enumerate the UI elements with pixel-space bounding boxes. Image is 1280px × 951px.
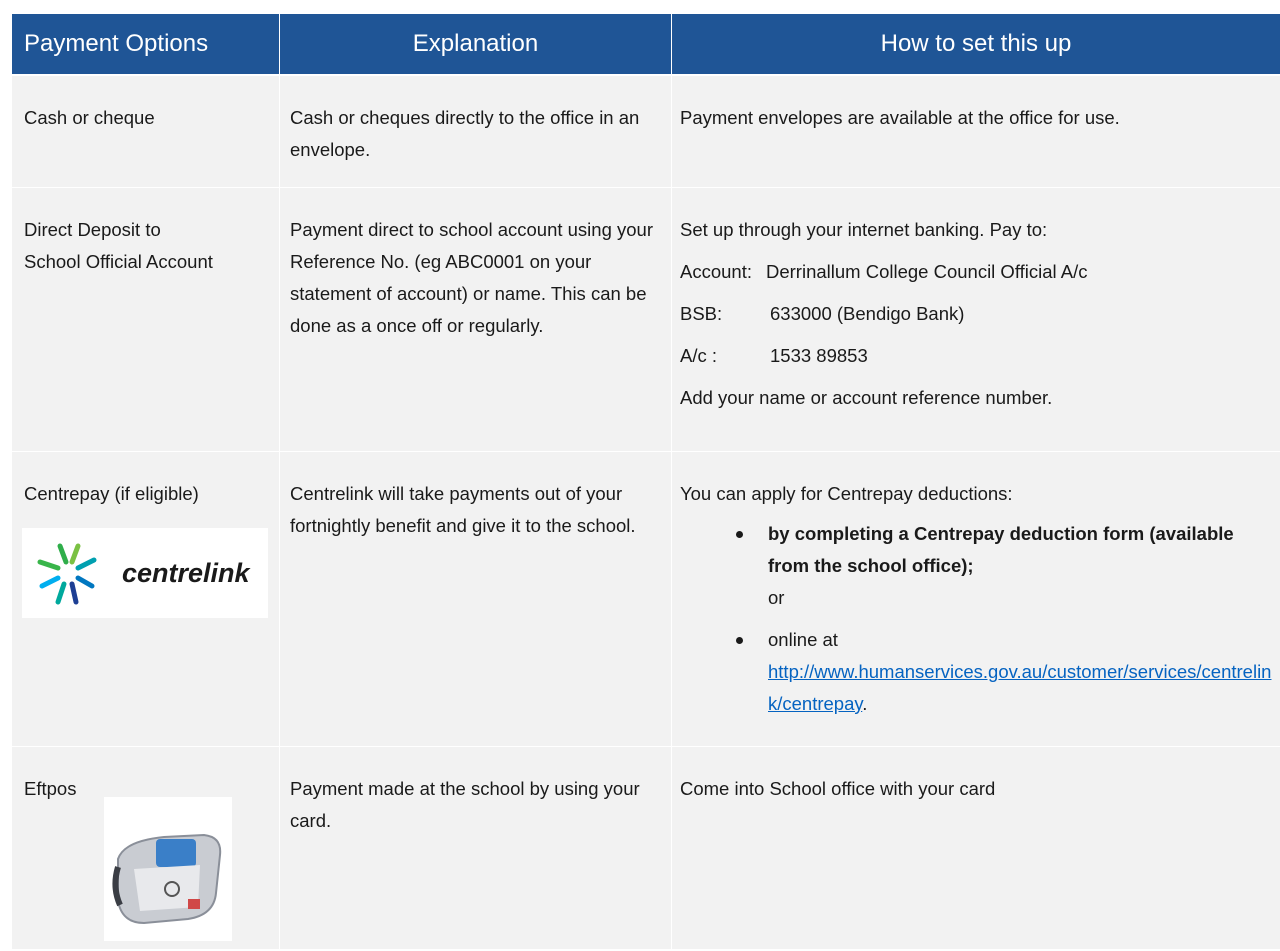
setup-cell: You can apply for Centrepay deductions: … — [672, 452, 1280, 746]
link[interactable]: http://www.humanservices.gov.au/customer… — [768, 661, 1272, 714]
detail-value: Derrinallum College Council Official A/c — [766, 261, 1088, 282]
option-cell: Direct Deposit to School Official Accoun… — [12, 188, 279, 451]
setup-text: Payment envelopes are available at the o… — [680, 107, 1120, 128]
explanation: Payment direct to school account using y… — [290, 219, 653, 336]
setup-text: Come into School office with your card — [680, 778, 996, 799]
detail-label: Account: — [680, 261, 752, 282]
header-cell: Explanation — [280, 14, 671, 74]
setup-text: Set up through your internet banking. Pa… — [680, 219, 1048, 240]
bullet-suffix: or — [768, 587, 785, 608]
setup-text: You can apply for Centrepay deductions: — [680, 483, 1013, 504]
eftpos-graphic — [112, 833, 222, 925]
centrelink-logo: centrelink — [22, 528, 268, 618]
option-cell: Eftpos — [12, 747, 279, 949]
detail-label: A/c : — [680, 345, 718, 366]
bullet-text: online at — [768, 629, 838, 650]
explanation-cell: Payment made at the school by using your… — [280, 747, 671, 949]
option-cell: Centrepay (if eligible) centrelink — [12, 452, 279, 746]
option: Centrepay (if eligible) — [24, 483, 199, 504]
bullet-suffix: . — [862, 693, 868, 714]
logo-text: centrelink — [122, 558, 252, 588]
explanation: Centrelink will take payments out of you… — [290, 483, 636, 536]
detail: BSB: 633000 (Bendigo Bank) — [680, 298, 1272, 330]
setup-note: Add your name or account reference numbe… — [680, 387, 1053, 408]
bullet-list: by completing a Centrepay deduction form… — [680, 518, 1272, 720]
explanation-cell: Payment direct to school account using y… — [280, 188, 671, 451]
detail-value: 1533 89853 — [770, 345, 868, 366]
setup-cell: Payment envelopes are available at the o… — [672, 76, 1280, 187]
bullet: online at http://www.humanservices.gov.au… — [736, 624, 1272, 720]
detail: A/c : 1533 89853 — [680, 340, 1272, 372]
detail: Account: Derrinallum College Council Offi… — [680, 256, 1272, 288]
bullet: by completing a Centrepay deduction form… — [736, 518, 1272, 614]
explanation-cell: Cash or cheques directly to the office i… — [280, 76, 671, 187]
explanation: Cash or cheques directly to the office i… — [290, 107, 640, 160]
option: Direct Deposit to School Official Accoun… — [24, 219, 213, 272]
logo-graphic: centrelink — [37, 543, 252, 605]
bullet-text: by completing a Centrepay deduction form… — [768, 523, 1234, 576]
eftpos-image — [104, 797, 232, 941]
explanation: Payment made at the school by using your… — [290, 778, 640, 831]
header-cell: Payment Options — [12, 14, 279, 74]
header-cell: How to set this up — [672, 14, 1280, 74]
option-cell: Cash or cheque — [12, 76, 279, 187]
detail-value: 633000 (Bendigo Bank) — [770, 303, 965, 324]
setup-cell: Set up through your internet banking. Pa… — [672, 188, 1280, 451]
explanation-cell: Centrelink will take payments out of you… — [280, 452, 671, 746]
setup-cell: Come into School office with your card — [672, 747, 1280, 949]
detail-label: BSB: — [680, 303, 723, 324]
option: Cash or cheque — [24, 107, 155, 128]
option: Eftpos — [24, 778, 77, 799]
